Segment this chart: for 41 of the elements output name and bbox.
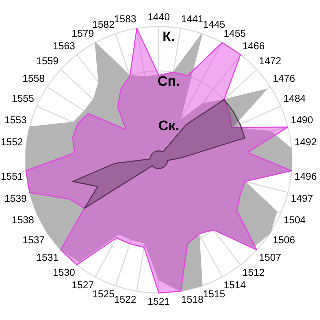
spoke-label: 1539	[4, 194, 28, 206]
spoke-label: 1552	[0, 138, 24, 148]
spoke-label: 1559	[36, 56, 60, 68]
spoke-label: 1530	[53, 268, 76, 280]
spoke-label: 1496	[294, 172, 318, 183]
spoke-label: 1582	[92, 20, 116, 31]
spoke-label: 1441	[181, 14, 204, 26]
spoke-label: 1522	[114, 295, 138, 306]
spoke-label: 1583	[114, 14, 138, 26]
spoke-label: 1515	[203, 290, 226, 301]
spoke-label: 1506	[273, 235, 296, 246]
spoke-label: 1579	[72, 28, 95, 40]
spoke-label: 1507	[259, 253, 282, 264]
spoke-label: 1445	[203, 20, 226, 31]
spoke-label: 1553	[4, 115, 28, 126]
spoke-label: 1497	[291, 194, 314, 206]
spoke-label: 1484	[284, 94, 306, 106]
spoke-label: 1537	[22, 235, 46, 246]
spoke-label: 1504	[284, 215, 306, 226]
spoke-label: 1527	[72, 280, 95, 292]
spoke-label: 1466	[242, 41, 266, 52]
spoke-label: 1563	[53, 41, 76, 52]
spoke-label: 1455	[224, 28, 247, 40]
spoke-label: 1558	[22, 74, 46, 86]
spoke-label: 1490	[291, 115, 314, 126]
spoke-label: 1525	[92, 290, 116, 301]
spoke-label: 1518	[181, 295, 204, 306]
spoke-label: 1521	[148, 296, 171, 308]
spoke-label: 1440	[148, 12, 171, 24]
y-tick-label: Ск.	[158, 117, 180, 134]
spoke-label: 1555	[12, 94, 35, 106]
spoke-label: 1476	[273, 74, 296, 86]
spoke-label: 1538	[12, 215, 35, 226]
spoke-label: 1551	[0, 172, 24, 183]
spoke-label: 1512	[242, 268, 266, 280]
y-tick-label: Сп.	[158, 73, 180, 90]
y-tick-label: К.	[162, 28, 176, 45]
spoke-label: 1472	[259, 56, 282, 68]
spoke-label: 1492	[294, 138, 318, 148]
spoke-label: 1531	[36, 253, 60, 264]
spoke-label: 1514	[224, 280, 247, 292]
